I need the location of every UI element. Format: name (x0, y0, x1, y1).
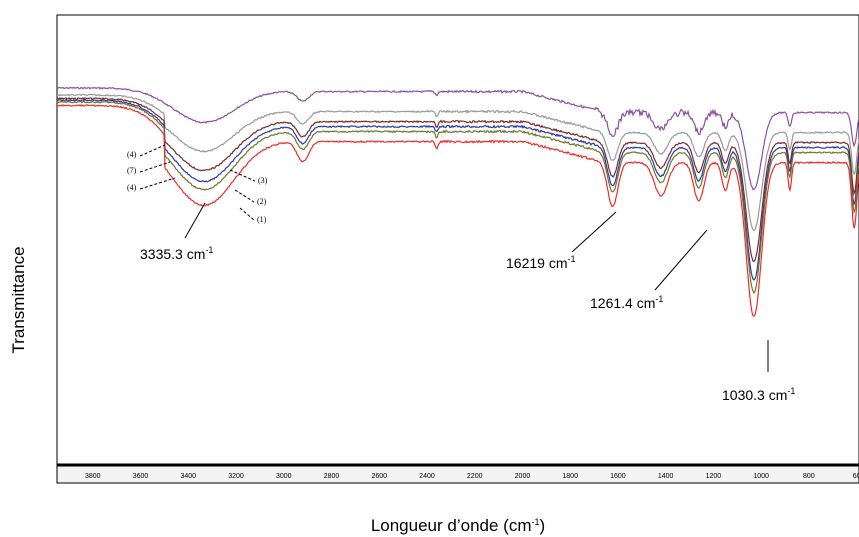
x-tick-label: 1400 (658, 473, 674, 480)
annotation-layer: 3335.3 cm-1 16219 cm-1 1261.4 cm-1 1030.3 c… (140, 202, 795, 403)
x-tick-label: 2000 (515, 473, 531, 480)
curve-label-arrow (239, 207, 255, 221)
annotation-pointer (184, 202, 206, 239)
x-tick-layer: 3800 3600 3400 3200 3000 2800 2600 2400 2200 2000… (85, 473, 859, 480)
x-tick-label: 3800 (85, 473, 101, 480)
x-tick-label: 3000 (276, 473, 292, 480)
curve-label-arrow (229, 169, 256, 182)
curve-number-label: (3) (258, 176, 268, 185)
x-tick-label: 2600 (371, 473, 387, 480)
x-tick-label: 3200 (228, 473, 244, 480)
annotation-pointer (654, 229, 708, 291)
peak-annotation: 3335.3 cm-1 (140, 245, 213, 262)
spectrum-line-6 (56, 104, 859, 317)
curve-label-arrow (139, 161, 171, 173)
spectrum-line-1 (56, 86, 859, 191)
x-tick-label: 2200 (467, 473, 483, 480)
x-tick-label: 1200 (706, 473, 722, 480)
spectrum-line-2 (56, 93, 859, 232)
x-tick-label: 60 (853, 473, 859, 480)
x-tick-label: 1600 (610, 473, 626, 480)
x-axis-label: Longueur d’onde (cm-1) (371, 516, 545, 535)
annotation-pointer (571, 211, 617, 253)
series-layer (56, 86, 859, 317)
x-tick-label: 800 (803, 473, 815, 480)
curve-number-label: (2) (257, 197, 267, 206)
spectrum-line-5 (56, 100, 859, 295)
spectrum-line-3 (56, 97, 859, 263)
x-tick-label: 1000 (753, 473, 769, 480)
curve-number-label: (1) (257, 215, 267, 224)
x-tick-label: 3400 (180, 473, 196, 480)
curve-label-arrow (139, 177, 176, 190)
x-tick-label: 1800 (562, 473, 578, 480)
curve-number-label: (4) (127, 183, 137, 192)
curve-label-arrow (234, 189, 255, 203)
x-tick-label: 3600 (133, 473, 149, 480)
curve-label-arrow (139, 144, 166, 157)
y-axis-label: Transmittance (9, 246, 28, 353)
curve-number-label: (7) (127, 166, 137, 175)
curve-labels: (4) (7) (4) (3) (2) (1) (127, 144, 268, 224)
x-tick-label: 2800 (324, 473, 340, 480)
peak-annotation: 1030.3 cm-1 (722, 386, 795, 403)
peak-annotation: 1261.4 cm-1 (590, 294, 663, 311)
spectrum-line-4 (56, 98, 859, 281)
x-axis-band (56, 464, 859, 484)
peak-annotation: 16219 cm-1 (506, 254, 576, 271)
curve-number-label: (4) (127, 150, 137, 159)
x-tick-label: 2400 (419, 473, 435, 480)
